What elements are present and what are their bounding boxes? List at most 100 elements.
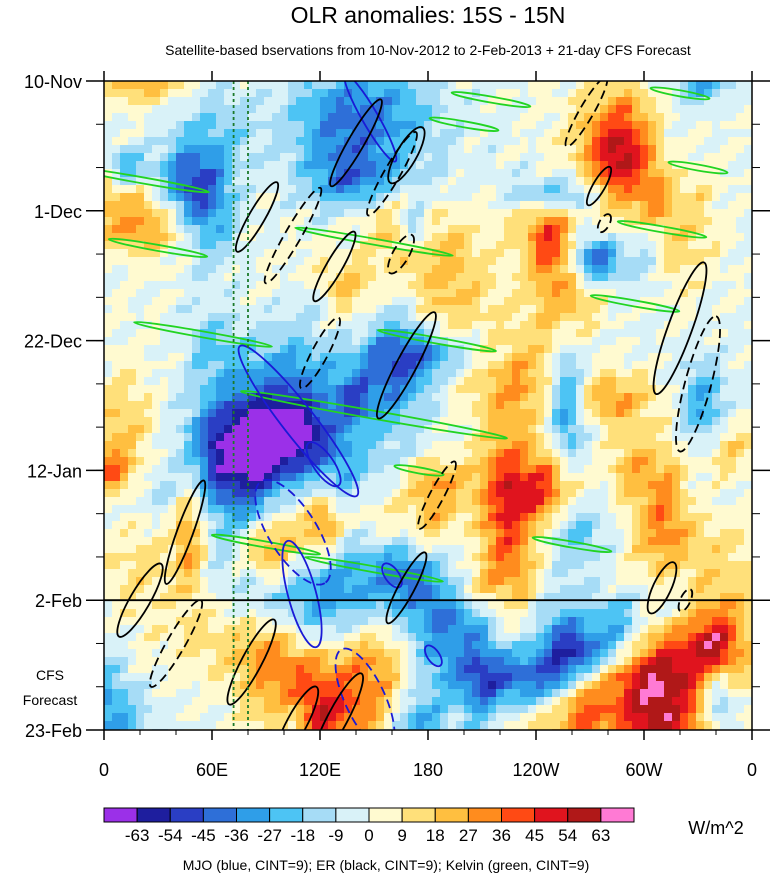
er-contour — [163, 479, 207, 585]
kelvin-contour — [107, 237, 209, 258]
er-contour — [387, 126, 426, 185]
colorbar: -63 -54 -45 -36 -27 -18 -9 0 9 18 27 36 45 54 63 — [103, 807, 635, 845]
mjo-contour — [424, 644, 443, 668]
colorbar-label: -9 — [328, 826, 343, 845]
er-contour — [263, 186, 323, 285]
mjo-contour — [305, 441, 342, 488]
mjo-contour — [381, 562, 403, 589]
kelvin-contour — [304, 555, 444, 583]
kelvin-contour — [531, 536, 613, 554]
colorbar-swatch — [236, 807, 271, 823]
colorbar-swatch — [368, 807, 403, 823]
er-contour — [385, 551, 428, 625]
x-tick-label: 0 — [747, 760, 757, 780]
er-contour — [299, 316, 341, 390]
mjo-contour — [343, 81, 398, 163]
er-contour — [677, 588, 694, 613]
kelvin-contour — [294, 226, 454, 257]
chart-subtitle: Satellite-based bservations from 10-Nov-… — [165, 42, 691, 58]
colorbar-swatch — [169, 807, 204, 823]
colorbar-swatch — [335, 807, 370, 823]
er-contour — [417, 460, 457, 530]
kelvin-contour — [133, 321, 273, 348]
y-tick-label: 22-Dec — [24, 332, 82, 352]
y-tick-label: 1-Dec — [34, 202, 82, 222]
er-contour — [387, 233, 415, 275]
colorbar-swatch — [567, 807, 602, 823]
colorbar-units: W/m^2 — [688, 818, 743, 838]
er-contour — [375, 311, 437, 420]
forecast-label-cfs: CFS — [36, 667, 64, 683]
plot-area — [104, 81, 752, 730]
er-contour — [585, 165, 613, 207]
kelvin-contour — [450, 91, 532, 108]
er-contour — [312, 230, 357, 303]
colorbar-swatch — [600, 807, 635, 823]
colorbar-label: -27 — [257, 826, 282, 845]
kelvin-contour — [649, 86, 711, 101]
colorbar-swatch — [103, 807, 138, 823]
colorbar-label: -63 — [125, 826, 150, 845]
x-tick-label: 60E — [196, 760, 228, 780]
chart-title: OLR anomalies: 15S - 15N — [291, 2, 566, 28]
colorbar-label: 63 — [591, 826, 610, 845]
mjo-contour — [281, 539, 323, 649]
colorbar-label: 36 — [492, 826, 511, 845]
x-tick-label: 60W — [625, 760, 662, 780]
colorbar-label: 27 — [459, 826, 478, 845]
y-tick-label: 10-Nov — [24, 72, 82, 92]
colorbar-label: -36 — [224, 826, 249, 845]
er-contour — [652, 261, 708, 396]
kelvin-contour — [104, 166, 210, 194]
er-contour — [274, 685, 320, 730]
colorbar-swatch — [302, 807, 337, 823]
colorbar-label: -45 — [191, 826, 216, 845]
kelvin-contour — [589, 294, 681, 313]
kelvin-contour — [667, 160, 729, 175]
forecast-label-forecast: Forecast — [23, 692, 78, 708]
colorbar-swatch — [269, 807, 304, 823]
kelvin-contour — [616, 220, 708, 239]
x-tick-label: 0 — [99, 760, 109, 780]
x-tick-label: 180 — [413, 760, 443, 780]
colorbar-label: 9 — [397, 826, 406, 845]
er-contour — [329, 98, 383, 188]
y-tick-label: 12-Jan — [27, 461, 82, 481]
er-contour — [234, 181, 280, 253]
x-tick-label: 120E — [299, 760, 341, 780]
kelvin-contour — [393, 464, 445, 477]
colorbar-label: -54 — [158, 826, 183, 845]
olr-anomaly-field — [104, 81, 752, 730]
colorbar-swatch — [401, 807, 436, 823]
kelvin-contour — [377, 328, 497, 353]
mjo-contour — [237, 344, 360, 498]
colorbar-swatch — [501, 807, 536, 823]
kelvin-contour — [240, 390, 508, 440]
colorbar-label: 45 — [525, 826, 544, 845]
er-contour — [596, 213, 612, 234]
y-tick-label: 2-Feb — [35, 591, 82, 611]
er-contour — [312, 672, 364, 730]
er-contour — [646, 561, 678, 615]
x-tick-label: 120W — [512, 760, 559, 780]
axes: 0 60E 120E 180 120W 60W 0 10-Nov 1-Dec 22-Dec 12-J… — [24, 71, 770, 780]
kelvin-contour — [428, 116, 500, 132]
mjo-contour — [254, 478, 332, 586]
er-contour — [116, 562, 164, 638]
kelvin-contour — [210, 533, 322, 556]
colorbar-swatch — [534, 807, 569, 823]
er-contour — [226, 618, 277, 706]
contour-legend-footer: MJO (blue, CINT=9); ER (black, CINT=9); … — [183, 857, 590, 873]
er-contour — [366, 131, 418, 217]
colorbar-swatch — [202, 807, 237, 823]
colorbar-label: 54 — [558, 826, 577, 845]
colorbar-swatch — [467, 807, 502, 823]
y-tick-label: 23-Feb — [25, 721, 82, 741]
colorbar-label: 18 — [426, 826, 445, 845]
mjo-contour — [334, 647, 396, 730]
colorbar-label: 0 — [364, 826, 373, 845]
colorbar-swatch — [434, 807, 469, 823]
colorbar-label: -18 — [290, 826, 315, 845]
colorbar-swatch — [136, 807, 171, 823]
